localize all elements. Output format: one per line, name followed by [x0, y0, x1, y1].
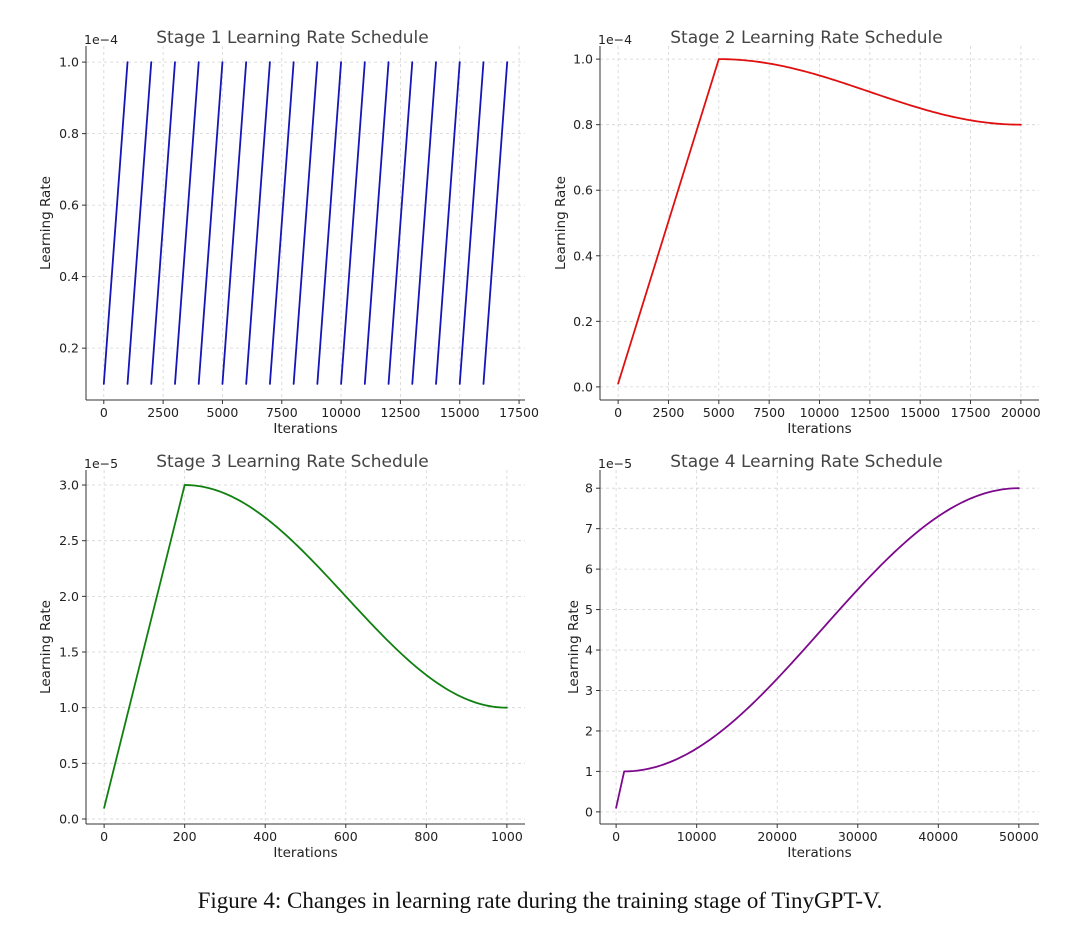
y-tick-label: 5: [585, 602, 593, 617]
x-tick-label: 7500: [753, 405, 785, 420]
y-tick-label: 0.8: [59, 126, 79, 141]
y-tick-label: 0.5: [59, 756, 79, 771]
x-tick-label: 1000: [491, 829, 523, 844]
series-line: [615, 487, 1020, 809]
x-tick-label: 12500: [381, 405, 421, 420]
y-tick-label: 0: [585, 804, 593, 819]
x-tick-label: 0: [100, 829, 108, 844]
y-tick-label: 0.6: [59, 198, 79, 213]
x-tick-label: 30000: [838, 829, 878, 844]
y-axis-label: Learning Rate: [566, 600, 582, 694]
chart-panel-4: 0 10000 20000 30000 40000 50000 0 1 2 3 4 5 6 7 8 1e−5 S…: [566, 452, 1039, 861]
x-tick-label: 0: [612, 829, 620, 844]
y-tick-label: 0.0: [573, 379, 593, 394]
y-multiplier: 1e−5: [84, 456, 118, 471]
chart-title: Stage 4 Learning Rate Schedule: [670, 452, 942, 472]
y-tick-label: 0.2: [573, 314, 593, 329]
x-axis-label: Iterations: [273, 845, 337, 861]
y-tick-label: 0.2: [59, 341, 79, 356]
x-tick-label: 200: [173, 829, 197, 844]
x-tick-label: 7500: [266, 405, 298, 420]
y-tick-label: 0.0: [59, 811, 79, 826]
y-tick-label: 1.5: [59, 645, 79, 660]
y-tick-label: 0.4: [573, 248, 593, 263]
y-axis-label: Learning Rate: [38, 600, 54, 694]
x-tick-label: 400: [253, 829, 277, 844]
x-tick-label: 20000: [1001, 405, 1041, 420]
x-axis-label: Iterations: [787, 845, 851, 861]
x-tick-label: 5000: [207, 405, 239, 420]
chart-title: Stage 1 Learning Rate Schedule: [156, 28, 428, 48]
chart-title: Stage 3 Learning Rate Schedule: [156, 452, 428, 472]
x-tick-label: 17500: [951, 405, 991, 420]
y-tick-label: 0.6: [573, 183, 593, 198]
x-tick-label: 17500: [499, 405, 539, 420]
y-tick-label: 1.0: [59, 55, 79, 70]
series-line: [102, 61, 509, 385]
series-line: [103, 484, 508, 809]
x-axis-label: Iterations: [787, 421, 851, 437]
x-tick-label: 10000: [677, 829, 717, 844]
y-tick-label: 1.0: [573, 52, 593, 67]
series-line: [617, 58, 1022, 385]
x-tick-label: 600: [334, 829, 358, 844]
y-tick-label: 0.4: [59, 269, 79, 284]
y-axis-label: Learning Rate: [553, 176, 569, 270]
x-tick-label: 40000: [918, 829, 958, 844]
x-tick-label: 15000: [900, 405, 940, 420]
x-tick-label: 15000: [440, 405, 480, 420]
x-tick-label: 10000: [321, 405, 361, 420]
y-multiplier: 1e−4: [598, 32, 632, 47]
y-tick-label: 2.0: [59, 589, 79, 604]
figure-caption: Figure 4: Changes in learning rate durin…: [197, 888, 883, 913]
y-tick-label: 7: [585, 521, 593, 536]
x-tick-label: 2500: [147, 405, 179, 420]
y-tick-label: 1.0: [59, 700, 79, 715]
y-tick-label: 2.5: [59, 533, 79, 548]
x-tick-label: 800: [414, 829, 438, 844]
y-tick-label: 0.8: [573, 117, 593, 132]
x-tick-label: 12500: [850, 405, 890, 420]
x-tick-label: 2500: [653, 405, 685, 420]
chart-panel-1: 0 2500 5000 7500 10000 12500 15000 17500 0.2 0.4 0…: [38, 28, 539, 437]
x-tick-label: 5000: [703, 405, 735, 420]
x-tick-label: 50000: [999, 829, 1039, 844]
y-tick-label: 3.0: [59, 478, 79, 493]
chart-panel-2: 0 2500 5000 7500 10000 12500 15000 17500 20000 0.…: [553, 28, 1041, 437]
y-tick-label: 2: [585, 723, 593, 738]
figure-canvas: 0 2500 5000 7500 10000 12500 15000 175000.20.40…: [38, 28, 1041, 861]
x-tick-label: 0: [100, 405, 108, 420]
x-tick-label: 10000: [800, 405, 840, 420]
y-multiplier: 1e−4: [84, 32, 118, 47]
y-tick-label: 8: [585, 481, 593, 496]
x-axis-label: Iterations: [273, 421, 337, 437]
x-tick-label: 20000: [757, 829, 797, 844]
y-tick-label: 3: [585, 683, 593, 698]
y-axis-label: Learning Rate: [38, 176, 54, 270]
chart-title: Stage 2 Learning Rate Schedule: [670, 28, 942, 48]
y-tick-label: 1: [585, 764, 593, 779]
x-tick-label: 0: [614, 405, 622, 420]
chart-panel-3: 0 200 400 600 800 1000 0.0 0.5 1.0 1.5 2.0 2.5 3.0 1e…: [38, 452, 525, 861]
y-multiplier: 1e−5: [598, 456, 632, 471]
y-tick-label: 6: [585, 562, 593, 577]
y-tick-label: 4: [585, 643, 593, 658]
